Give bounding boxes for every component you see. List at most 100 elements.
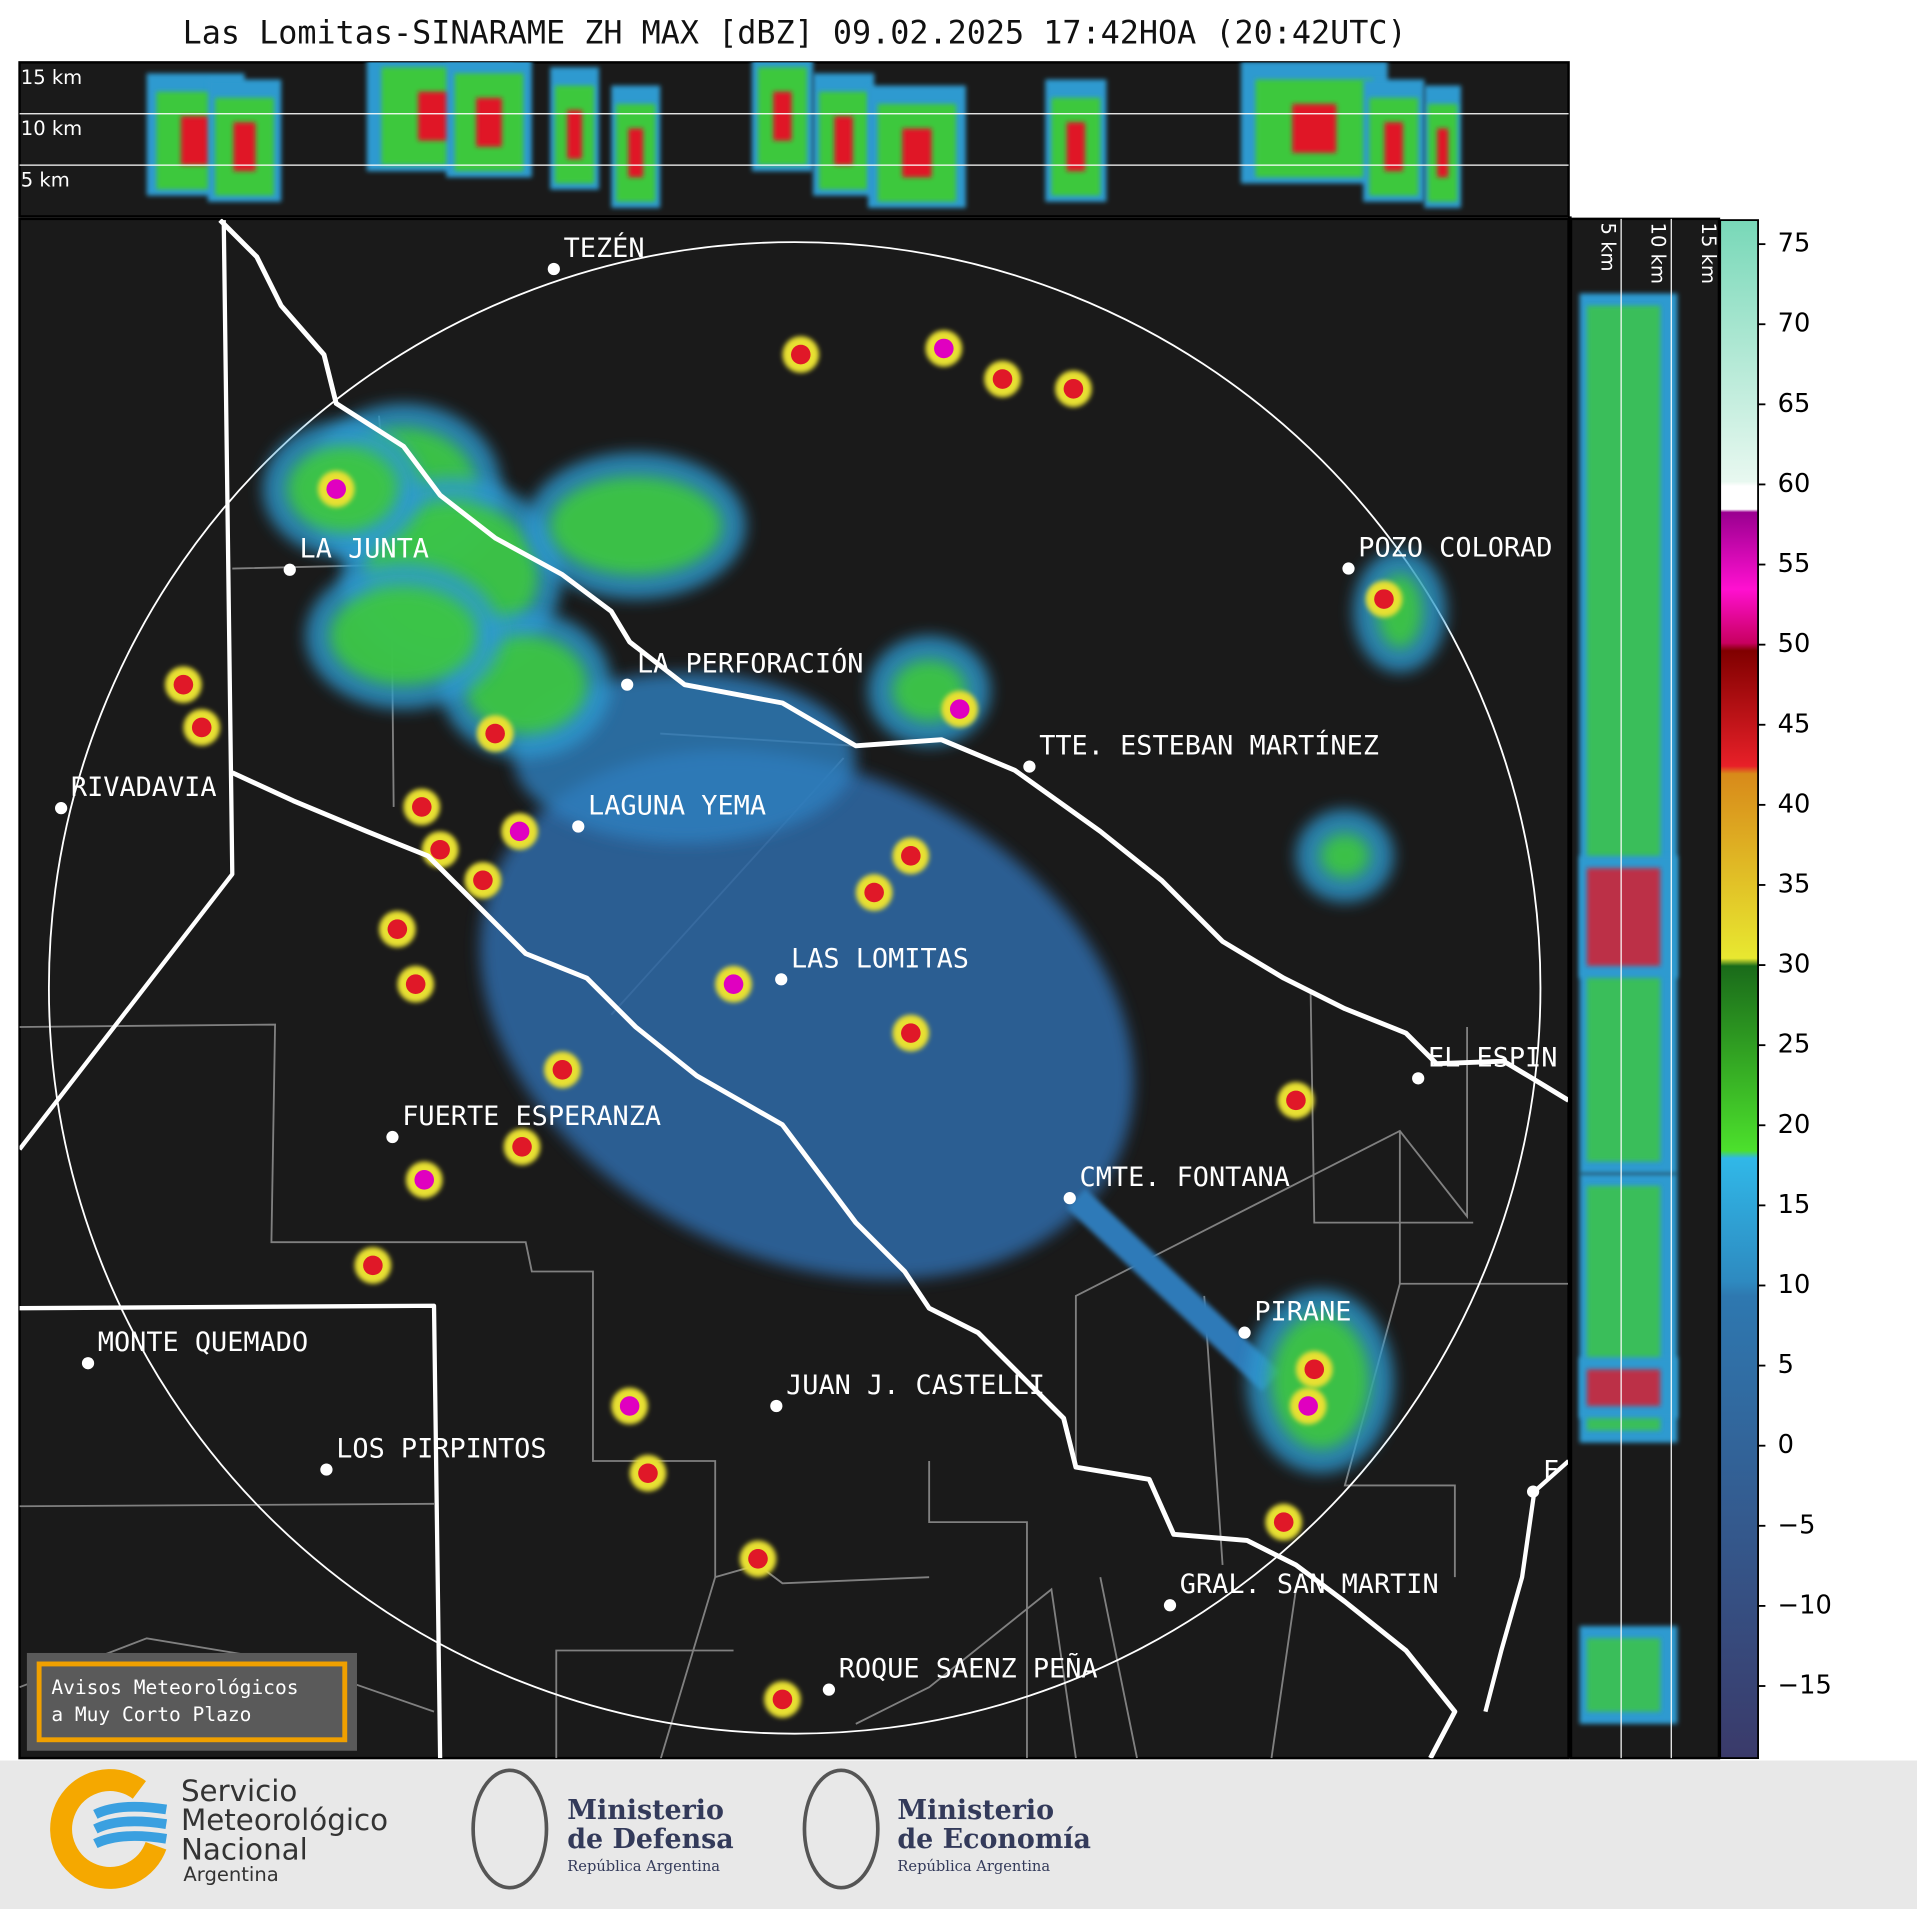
colorbar-tick-label: 70	[1778, 309, 1811, 339]
logo-waves	[93, 1801, 168, 1849]
colorbar-tick-label: 15	[1778, 1190, 1811, 1220]
echo	[485, 723, 505, 744]
place-dot	[1342, 562, 1355, 575]
place-label: EL ESPIN	[1428, 1042, 1557, 1073]
place-dot	[822, 1683, 836, 1696]
logo-text: de Defensa	[567, 1824, 733, 1855]
echo	[387, 919, 408, 939]
notice-border	[36, 1661, 348, 1743]
echo	[1586, 868, 1661, 966]
colorbar	[1719, 219, 1759, 1760]
place-dot	[1163, 1599, 1177, 1612]
echo	[412, 797, 432, 817]
echo	[1320, 833, 1370, 878]
echo	[1066, 122, 1086, 172]
echo	[473, 870, 493, 891]
colorbar-tick-label: 10	[1778, 1270, 1811, 1300]
height-label: 5 km	[1597, 223, 1620, 272]
colorbar-tick-label: 0	[1778, 1430, 1794, 1460]
echo	[934, 338, 954, 359]
colorbar-tick-label: −15	[1778, 1671, 1832, 1701]
colorbar-tick-label: 5	[1778, 1350, 1794, 1380]
colorbar-tick-label: 35	[1778, 869, 1811, 899]
place-label: LOS PIRPINTOS	[336, 1434, 546, 1465]
place-dot	[283, 563, 296, 576]
height-label: 10 km	[21, 117, 82, 140]
echo	[476, 97, 502, 147]
echoes	[165, 330, 1447, 1718]
place-dot	[386, 1130, 399, 1144]
logo-text: República Argentina	[567, 1858, 720, 1875]
economia-logo: Ministerio de Economía República Argenti…	[802, 1768, 1091, 1890]
rivers	[19, 218, 1569, 1759]
echo	[509, 821, 530, 842]
echo	[1384, 122, 1403, 172]
river	[218, 218, 1569, 1103]
place-label: RIVADAVIA	[71, 772, 217, 803]
place-label: MONTE QUEMADO	[98, 1327, 308, 1358]
place-label: LAGUNA YEMA	[588, 790, 766, 821]
place-dot	[320, 1463, 333, 1476]
place-dot	[770, 1399, 783, 1413]
colorbar-tick-label: 30	[1778, 950, 1811, 980]
echo	[1304, 1359, 1325, 1380]
notice-box	[26, 1652, 357, 1751]
echo	[430, 839, 450, 860]
echo	[638, 1463, 658, 1484]
logo-text: Meteorológico	[181, 1803, 388, 1837]
echo	[512, 1137, 532, 1157]
logo-text: Ministerio	[567, 1795, 724, 1826]
places: TEZÉN LA JUNTA LA PERFORACIÓN RIVADAVIA LAGU…	[55, 232, 1559, 1696]
place-dot	[1238, 1326, 1251, 1339]
echo	[173, 674, 194, 695]
side-echoes	[1579, 293, 1678, 1724]
colorbar-tick-label: −10	[1778, 1590, 1832, 1620]
echo	[479, 750, 1134, 1280]
height-label: 15 km	[21, 66, 82, 89]
echo	[363, 1255, 383, 1276]
map: TEZÉN LA JUNTA LA PERFORACIÓN RIVADAVIA LAGU…	[19, 218, 1569, 1759]
river	[231, 770, 1458, 1759]
logo-text: de Economía	[897, 1824, 1091, 1855]
echo	[1066, 1188, 1281, 1392]
height-label: 15 km	[1697, 223, 1720, 284]
echo	[414, 1170, 435, 1190]
place-label: JUAN J. CASTELLI	[786, 1370, 1045, 1401]
notice-text: Avisos Meteorológicos	[51, 1676, 298, 1699]
height-label: 10 km	[1647, 223, 1670, 284]
place-dot	[1526, 1485, 1540, 1498]
colorbar-tick-label: 65	[1778, 389, 1811, 419]
place-label: ROQUE SAENZ PEÑA	[839, 1653, 1098, 1685]
place-label: FUERTE ESPERANZA	[402, 1101, 661, 1132]
top-echoes	[146, 62, 1461, 208]
range-ring	[47, 241, 1542, 1735]
place-label: GRAL. SAN MARTIN	[1180, 1569, 1439, 1600]
shield	[802, 1768, 880, 1890]
echo	[330, 586, 477, 685]
defensa-logo: Ministerio de Defensa República Argentin…	[471, 1768, 734, 1890]
place-label: LA JUNTA	[300, 534, 429, 565]
echo	[772, 1689, 793, 1710]
echo	[773, 91, 792, 141]
place-label: PIRANE	[1254, 1297, 1351, 1328]
place-label: LA PERFORACIÓN	[637, 648, 864, 680]
echo	[405, 974, 426, 994]
echo	[791, 344, 811, 365]
colorbar-tick-label: 60	[1778, 469, 1811, 499]
echo	[191, 717, 212, 738]
echo	[1586, 1638, 1661, 1712]
echo	[233, 122, 256, 172]
echo	[901, 846, 921, 866]
echo	[748, 1549, 768, 1569]
logo-ring	[50, 1769, 170, 1889]
echo	[1437, 128, 1449, 178]
echo	[901, 1023, 921, 1043]
echo	[992, 369, 1013, 389]
place-label: TTE. ESTEBAN MARTÍNEZ	[1039, 730, 1379, 762]
echo	[326, 479, 346, 499]
echo	[1063, 379, 1084, 399]
logo-text: República Argentina	[897, 1858, 1050, 1875]
